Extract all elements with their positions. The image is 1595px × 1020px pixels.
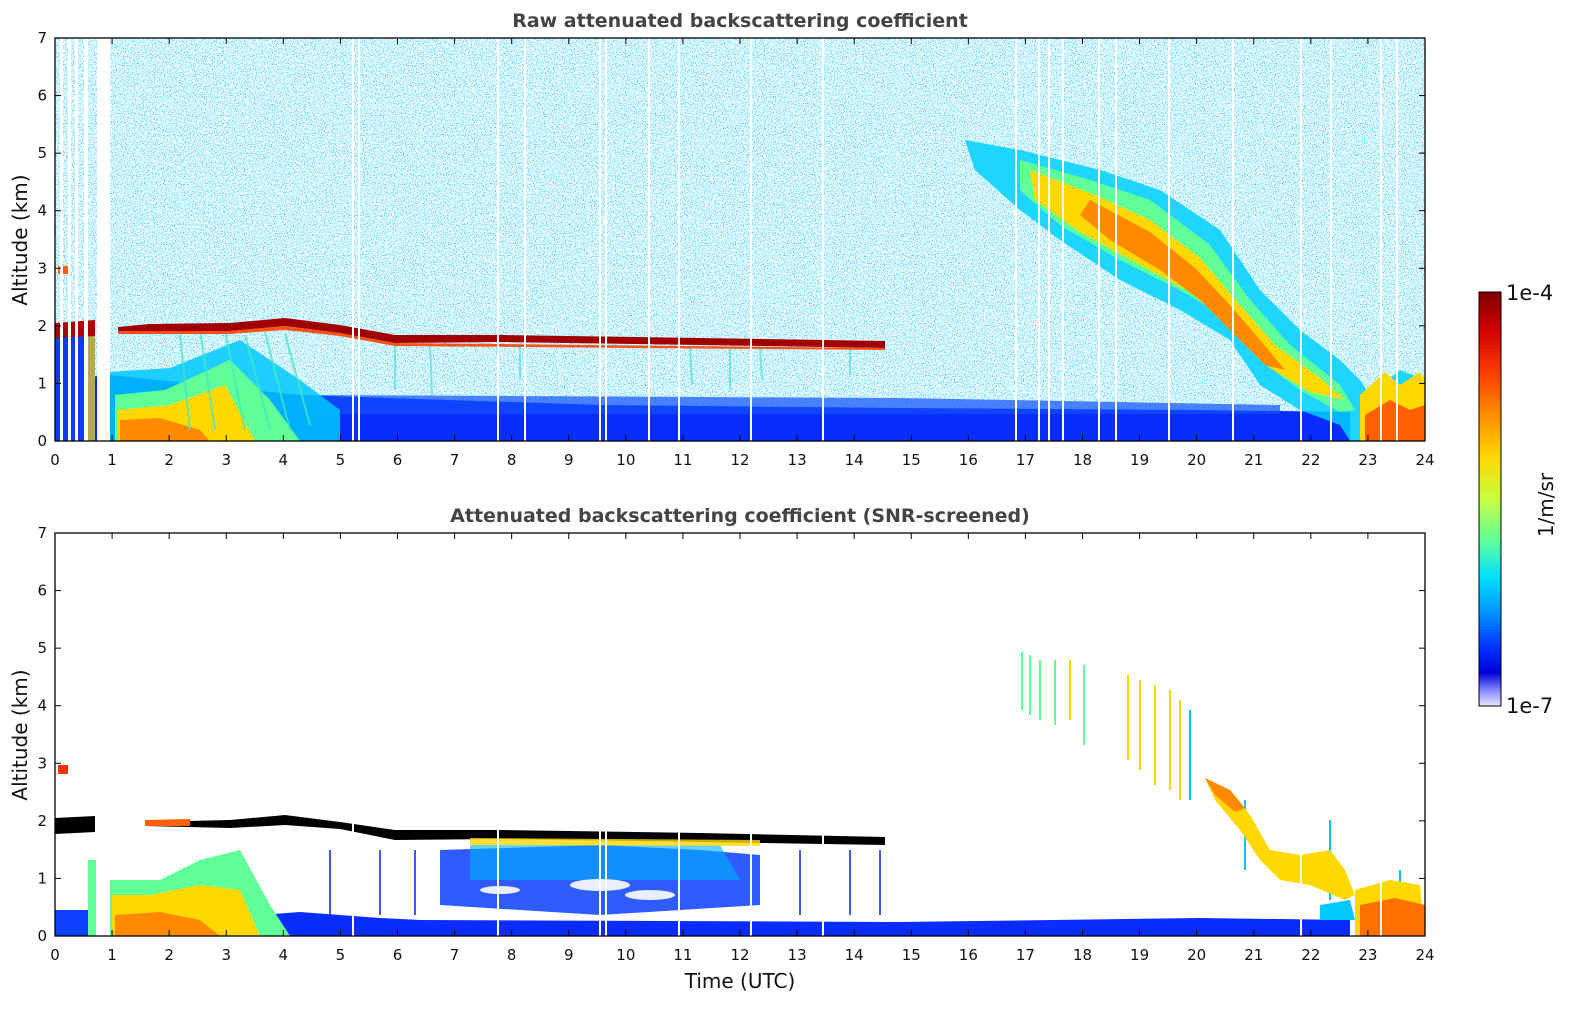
bottom-xtick-label: 7 [450,946,460,964]
top-xtick-label: 22 [1301,451,1320,469]
top-xtick-label: 21 [1244,451,1263,469]
top-xtick-label: 16 [959,451,978,469]
bottom-xtick-label: 14 [845,946,864,964]
top-xtick-label: 9 [564,451,574,469]
bottom-ytick-label: 0 [37,927,47,945]
bottom-ytick-label: 2 [37,812,47,830]
top-xtick-label: 1 [107,451,117,469]
bottom-xtick-label: 1 [107,946,117,964]
bottom-xtick-label: 11 [673,946,692,964]
bottom-xtick-label: 22 [1301,946,1320,964]
top-xtick-label: 15 [902,451,921,469]
bottom-ytick-label: 1 [37,869,47,887]
top-xtick-label: 5 [336,451,346,469]
bottom-xtick-label: 20 [1187,946,1206,964]
bottom-y-axis-label: Altitude (km) [8,669,32,800]
top-ytick-label: 3 [37,259,47,277]
bottom-xtick-label: 15 [902,946,921,964]
bottom-xtick-label: 6 [393,946,403,964]
bottom-xtick-label: 18 [1073,946,1092,964]
top-xtick-label: 19 [1130,451,1149,469]
bottom-ytick-label: 5 [37,639,47,657]
top-ytick-label: 7 [37,29,47,47]
top-xtick-label: 18 [1073,451,1092,469]
bottom-xtick-label: 9 [564,946,574,964]
bottom-xtick-label: 12 [730,946,749,964]
top-ytick-label: 4 [37,202,47,220]
top-xtick-label: 7 [450,451,460,469]
bottom-xtick-label: 24 [1415,946,1434,964]
bottom-ytick-label: 6 [37,582,47,600]
top-xtick-label: 8 [507,451,517,469]
top-xtick-label: 11 [673,451,692,469]
bottom-xtick-label: 2 [164,946,174,964]
top-xtick-label: 0 [50,451,60,469]
top-ytick-label: 0 [37,432,47,450]
bottom-xtick-label: 16 [959,946,978,964]
top-xtick-label: 24 [1415,451,1434,469]
top-xtick-label: 14 [845,451,864,469]
bottom-xtick-label: 17 [1016,946,1035,964]
bottom-xtick-label: 13 [788,946,807,964]
top-heatmap [55,38,1425,441]
bottom-xtick-label: 8 [507,946,517,964]
bottom-xtick-label: 0 [50,946,60,964]
colorbar-unit-label: 1/m/sr [1534,472,1558,537]
bottom-ytick-label: 4 [37,697,47,715]
bottom-xtick-label: 10 [616,946,635,964]
bottom-xtick-label: 23 [1358,946,1377,964]
top-xtick-label: 6 [393,451,403,469]
bottom-heatmap [55,533,1425,936]
colorbar: 1e-4 1e-7 1/m/sr [1479,281,1558,718]
top-ytick-label: 1 [37,374,47,392]
top-xtick-label: 13 [788,451,807,469]
bottom-xtick-label: 4 [279,946,289,964]
top-panel-title: Raw attenuated backscattering coefficien… [512,10,968,32]
bottom-xtick-label: 21 [1244,946,1263,964]
top-ytick-label: 6 [37,87,47,105]
colorbar-gradient [1479,292,1501,706]
top-ytick-label: 5 [37,144,47,162]
top-xtick-label: 12 [730,451,749,469]
bottom-xtick-label: 3 [221,946,231,964]
bottom-xtick-label: 19 [1130,946,1149,964]
bottom-panel-title: Attenuated backscattering coefficient (S… [450,505,1030,527]
top-xtick-label: 17 [1016,451,1035,469]
bottom-ytick-label: 3 [37,754,47,772]
bottom-x-axis-label: Time (UTC) [684,969,796,993]
top-y-axis-label: Altitude (km) [8,174,32,305]
bottom-xtick-label: 5 [336,946,346,964]
colorbar-min-label: 1e-7 [1506,694,1553,718]
bottom-cloud-layer-left [55,816,95,834]
colorbar-max-label: 1e-4 [1506,281,1553,305]
top-xtick-label: 10 [616,451,635,469]
top-xtick-label: 3 [221,451,231,469]
bottom-ytick-label: 7 [37,524,47,542]
top-xtick-label: 4 [279,451,289,469]
top-ytick-label: 2 [37,317,47,335]
top-xtick-label: 20 [1187,451,1206,469]
top-xtick-label: 23 [1358,451,1377,469]
top-xtick-label: 2 [164,451,174,469]
